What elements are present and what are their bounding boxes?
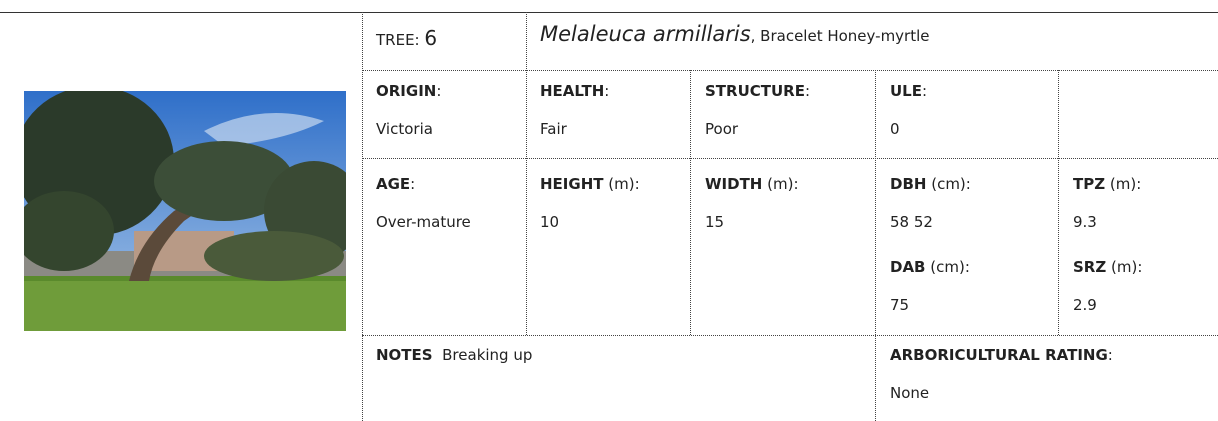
cell-border	[875, 70, 876, 421]
field-label: ARBORICULTURAL RATING:	[890, 346, 1113, 364]
field-value: 0	[890, 120, 900, 138]
unit: (cm):	[925, 258, 970, 276]
unit: (cm):	[926, 175, 971, 193]
cell-border	[362, 12, 363, 421]
unit: (m):	[762, 175, 799, 193]
field-label: ORIGIN:	[376, 82, 441, 100]
cell-border	[526, 12, 527, 335]
label: STRUCTURE	[705, 82, 805, 100]
label: ORIGIN	[376, 82, 437, 100]
top-rule	[0, 12, 1218, 13]
label: ULE	[890, 82, 922, 100]
label: HEALTH	[540, 82, 605, 100]
unit: :	[804, 82, 811, 100]
unit: :	[922, 82, 928, 100]
field-label: ULE:	[890, 82, 927, 100]
label: DBH	[890, 175, 927, 193]
unit: :	[410, 175, 416, 193]
field-value: None	[890, 384, 930, 402]
label: TREE:	[376, 31, 420, 49]
label: HEIGHT	[540, 175, 604, 193]
field-label: HEIGHT (m):	[540, 175, 640, 193]
species: Melaleuca armillaris, Bracelet Honey-myr…	[540, 22, 930, 46]
label: DAB	[890, 258, 926, 276]
tree-id: TREE: 6	[376, 26, 437, 50]
notes: NOTES Breaking up	[376, 346, 532, 364]
tree-photo	[24, 91, 346, 331]
field-label: TPZ (m):	[1073, 175, 1141, 193]
label: WIDTH	[705, 175, 763, 193]
label: TPZ	[1073, 175, 1106, 193]
field-value: 58 52	[890, 213, 933, 231]
cell-border	[690, 70, 691, 335]
value: 6	[424, 26, 438, 50]
field-value: Poor	[705, 120, 739, 138]
common-name: , Bracelet Honey-myrtle	[750, 27, 930, 45]
field-label: HEALTH:	[540, 82, 609, 100]
field-value: Over-mature	[376, 213, 471, 231]
field-value: 9.3	[1073, 213, 1097, 231]
scientific-name: Melaleuca armillaris	[540, 22, 751, 46]
label: NOTES	[376, 346, 433, 364]
cell-border	[362, 158, 1218, 159]
field-label: AGE:	[376, 175, 415, 193]
unit: :	[1107, 346, 1113, 364]
field-value: 2.9	[1073, 296, 1097, 314]
field-label: DAB (cm):	[890, 258, 970, 276]
unit: :	[436, 82, 442, 100]
field-label: WIDTH (m):	[705, 175, 799, 193]
label: ARBORICULTURAL RATING	[890, 346, 1108, 364]
field-value: 15	[705, 213, 725, 231]
field-value: Victoria	[376, 120, 433, 138]
unit: (m):	[1105, 175, 1142, 193]
label: SRZ	[1073, 258, 1107, 276]
cell-border	[362, 335, 1218, 336]
field-value: Fair	[540, 120, 567, 138]
field-label: STRUCTURE:	[705, 82, 810, 100]
unit: :	[604, 82, 610, 100]
cell-border	[1058, 70, 1059, 335]
field-label: SRZ (m):	[1073, 258, 1142, 276]
value: Breaking up	[442, 346, 533, 364]
unit: (m):	[1106, 258, 1143, 276]
label: AGE	[376, 175, 411, 193]
field-value: 10	[540, 213, 560, 231]
field-label: DBH (cm):	[890, 175, 971, 193]
unit: (m):	[603, 175, 640, 193]
cell-border	[362, 70, 1218, 71]
field-value: 75	[890, 296, 910, 314]
